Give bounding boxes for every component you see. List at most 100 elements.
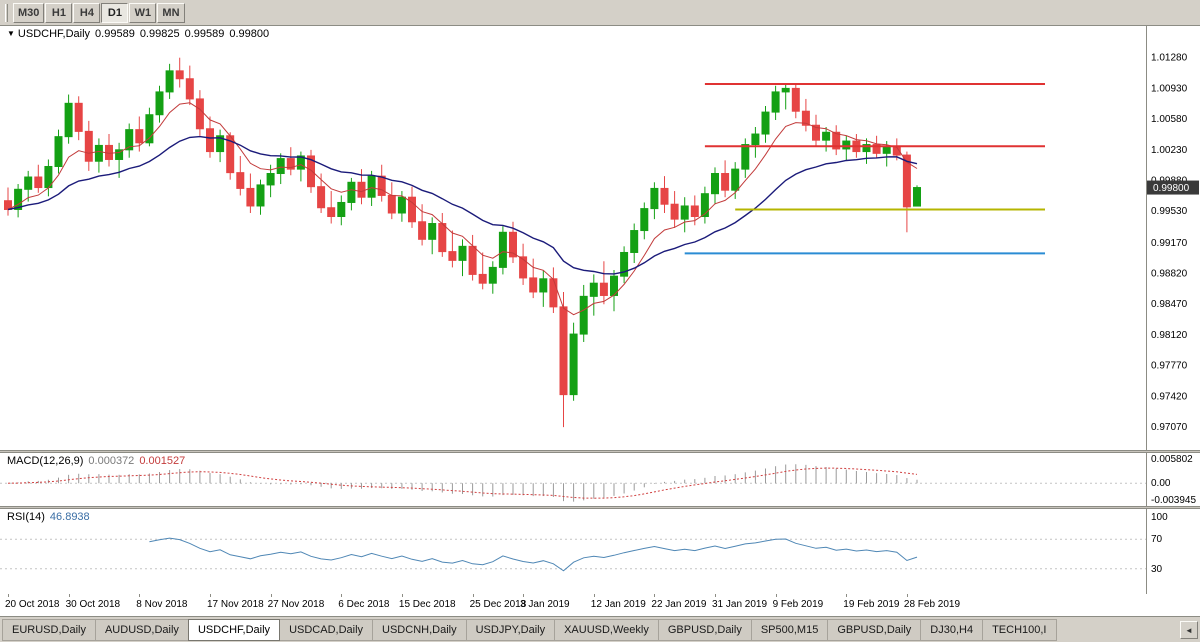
candle [468,234,477,281]
date-axis-label: 20 Oct 2018 [5,599,60,610]
candle [478,252,487,290]
axis-label: 70 [1151,534,1163,545]
candle [34,164,43,193]
date-axis-label: 9 Feb 2019 [772,599,824,610]
chart-tab-sp500-m15[interactable]: SP500,M15 [750,619,829,641]
candles [4,57,921,428]
time-axis[interactable]: 20 Oct 2018 30 Oct 2018 8 Nov 2018 17 Nov 2… [0,594,1200,616]
price-chart-canvas[interactable]: 1.012801.009301.005801.002300.998800.995… [0,26,1200,450]
axis-label: 0.98820 [1151,269,1188,280]
time-tick [139,594,141,597]
macd-header: MACD(12,26,9) 0.000372 0.001527 [7,455,185,467]
chart-tab-xauusd-weekly[interactable]: XAUUSD,Weekly [554,619,659,641]
chart-tab-tech100-i[interactable]: TECH100,I [982,619,1057,641]
panel-splitter[interactable] [0,450,1200,453]
rsi-header: RSI(14) 46.8938 [7,511,90,523]
tab-scroll-left-button[interactable]: ◄ [1180,621,1198,639]
candle [307,149,315,193]
axis-label: 0.99170 [1151,238,1188,249]
candle [680,197,689,233]
time-tick [341,594,343,597]
timeframe-button-d1[interactable]: D1 [101,2,129,23]
time-tick [210,594,211,597]
time-tick [68,594,70,597]
time-tick [593,594,595,597]
timeframe-button-h1[interactable]: H1 [45,2,73,23]
candle [761,105,770,143]
rsi-value: 46.8938 [49,511,90,523]
candle [206,116,214,158]
date-axis-label: 25 Dec 2018 [469,599,527,610]
candle [276,153,285,185]
macd-main-value: 0.000372 [88,455,135,467]
candle [731,162,740,199]
chart-tab-bar: EURUSD,Daily AUDUSD,Daily USDCHF,Daily USDC… [0,616,1200,642]
candle [428,217,437,255]
candle [145,107,154,147]
price-panel: ▼ USDCHF,Daily 0.99589 0.99825 0.99589 0.9980… [0,26,1200,450]
date-axis-label: 30 Oct 2018 [65,599,121,610]
axis-label: 1.00930 [1151,83,1188,94]
timeframe-button-m30[interactable]: M30 [13,2,45,23]
candle [216,129,225,163]
chart-tab-usdcnh-daily[interactable]: USDCNH,Daily [372,619,467,641]
symbol-marker-icon[interactable]: ▼ [7,29,15,38]
high-value: 0.99825 [139,28,180,40]
rsi-canvas[interactable]: 100 70 30 [0,509,1200,594]
candle [408,186,416,228]
date-axis-label: 17 Nov 2018 [207,599,264,610]
candle [599,261,608,305]
chart-tab-eurusd-daily[interactable]: EURUSD,Daily [2,619,96,641]
candle [589,274,598,316]
chart-tab-gbpusd-daily[interactable]: GBPUSD,Daily [827,619,922,641]
candle [711,167,719,205]
candle [337,195,346,226]
axis-label: 0.99530 [1151,206,1188,217]
axis-label: 1.00230 [1151,145,1188,156]
candle [650,182,659,220]
timeframe-buttons: M30 H1 H4 D1 W1 MN [13,2,186,23]
candle [741,138,750,178]
candle [94,138,103,173]
candle [529,258,538,299]
timeframe-button-h4[interactable]: H4 [73,2,101,23]
candle [781,83,790,110]
candle [498,226,507,275]
macd-signal-line [7,467,918,499]
toolbar-grip[interactable] [5,3,8,22]
candle [195,90,204,136]
chart-tab-audusd-daily[interactable]: AUDUSD,Daily [94,619,189,641]
timeframe-button-w1[interactable]: W1 [129,2,157,23]
axis-label: 0.97770 [1151,361,1188,372]
axis-label: 100 [1151,512,1168,523]
chart-tab-usdchf-daily[interactable]: USDCHF,Daily [187,619,281,641]
chart-tab-gbpusd-daily[interactable]: GBPUSD,Daily [657,619,752,641]
candle [418,204,427,246]
axis-label: 0.005802 [1151,454,1193,465]
candle [519,243,528,285]
candle [438,212,447,257]
candle [286,147,295,176]
open-value: 0.99589 [95,28,135,40]
candle [185,65,194,106]
candle [549,267,558,314]
timeframe-button-mn[interactable]: MN [157,2,185,23]
time-tick [906,594,908,597]
axis-label: 0.98120 [1151,330,1188,341]
axis-label: 1.01280 [1151,53,1188,64]
candle [84,120,93,171]
macd-canvas[interactable]: 0.005802 0.00 -0.003945 [0,453,1200,506]
date-axis-label: 28 Feb 2019 [903,599,961,610]
time-tick [523,594,525,597]
chart-tab-usdcad-daily[interactable]: USDCAD,Daily [279,619,374,641]
chart-tab-dj30-h4[interactable]: DJ30,H4 [920,619,984,641]
date-axis-label: 22 Jan 2019 [651,599,707,610]
chart-tab-usdjpy-daily[interactable]: USDJPY,Daily [465,619,556,641]
date-axis-label: 3 Jan 2019 [520,599,570,610]
panel-splitter[interactable] [0,506,1200,509]
axis-label: 0.99800 [1153,183,1190,194]
candle [569,322,578,401]
rsi-panel: RSI(14) 46.8938 100 70 30 [0,509,1200,594]
candle [700,186,709,224]
candle [539,270,548,307]
